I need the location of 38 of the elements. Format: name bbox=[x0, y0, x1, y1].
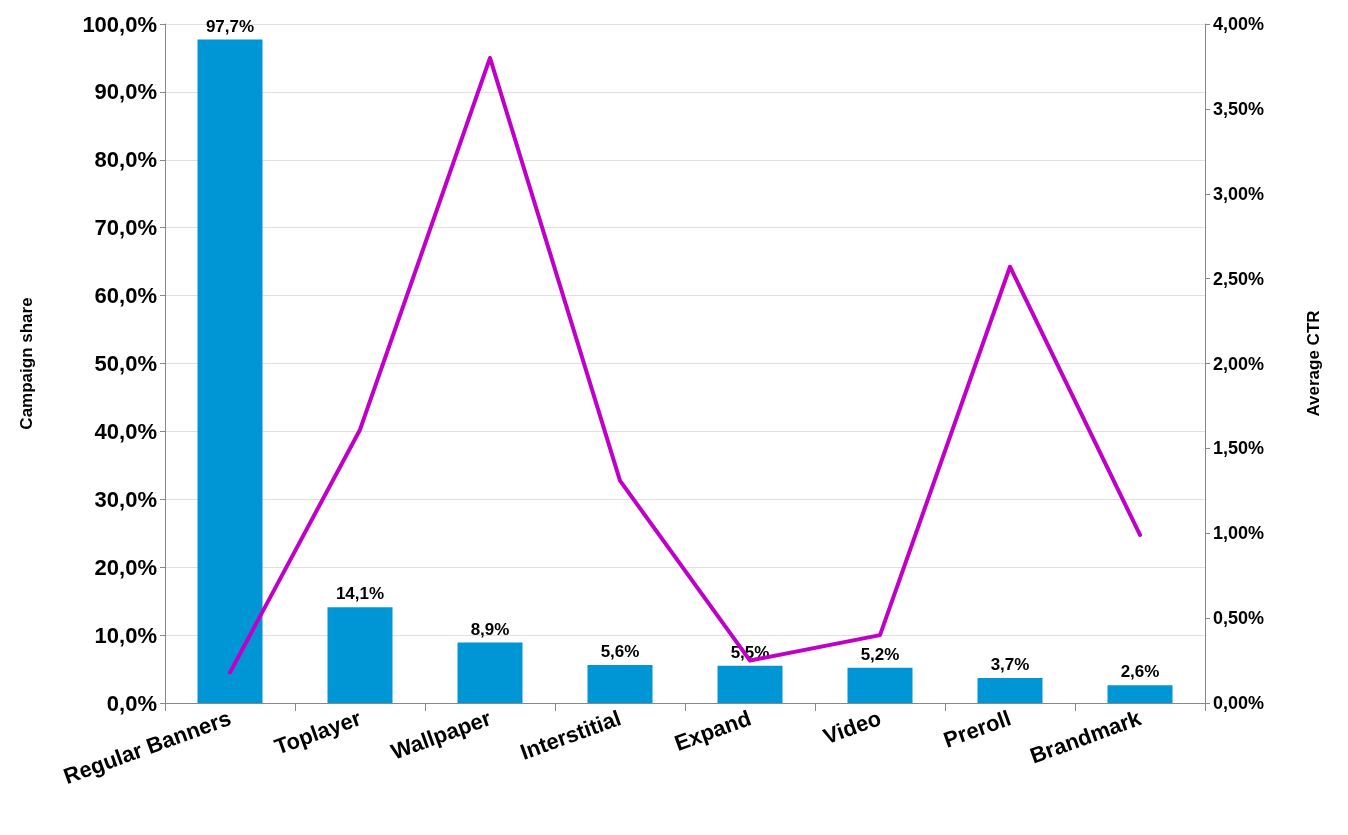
y-tick-label: 0,0% bbox=[106, 690, 157, 716]
y-axis-title: Campaign share bbox=[17, 297, 36, 430]
y2-tick-label: 1,50% bbox=[1213, 438, 1265, 459]
data-label: 2,6% bbox=[1120, 662, 1160, 682]
bar bbox=[587, 664, 653, 703]
y2-tick-label: 0,00% bbox=[1213, 693, 1265, 713]
bar bbox=[1107, 685, 1173, 703]
y-tick-label: 30,0% bbox=[94, 486, 157, 512]
bar bbox=[977, 677, 1043, 703]
y-tick-label: 70,0% bbox=[94, 215, 157, 241]
y-tick-label: 80,0% bbox=[94, 147, 157, 173]
bar bbox=[717, 665, 783, 703]
data-label: 14,1% bbox=[335, 584, 385, 604]
bar bbox=[197, 39, 263, 703]
x-tick-label: Video bbox=[819, 705, 885, 750]
y-tick-label: 60,0% bbox=[94, 283, 157, 309]
data-label: 8,9% bbox=[470, 619, 510, 639]
y-tick-label: 90,0% bbox=[94, 79, 157, 105]
y2-tick-label: 3,00% bbox=[1213, 183, 1265, 204]
y2-tick-label: 0,50% bbox=[1213, 608, 1265, 629]
y2-axis-title: Average CTR bbox=[1304, 310, 1323, 417]
y2-tick-label: 2,50% bbox=[1213, 268, 1265, 289]
y-tick-label: 10,0% bbox=[94, 622, 157, 648]
y2-tick-label: 4,00% bbox=[1213, 14, 1265, 34]
y-tick-label: 100,0% bbox=[82, 11, 157, 37]
data-label: 5,2% bbox=[860, 644, 900, 664]
y-tick-label: 50,0% bbox=[94, 351, 157, 376]
y-tick-label: 20,0% bbox=[94, 554, 157, 580]
y2-tick-label: 2,00% bbox=[1213, 353, 1265, 374]
data-label: 3,7% bbox=[990, 654, 1030, 674]
bar bbox=[847, 667, 913, 703]
y2-tick-label: 3,50% bbox=[1213, 98, 1265, 119]
bar bbox=[327, 607, 393, 703]
y-tick-label: 40,0% bbox=[94, 418, 157, 444]
data-label: 97,7% bbox=[205, 16, 255, 36]
data-label: 5,6% bbox=[600, 641, 640, 661]
bar bbox=[457, 642, 523, 703]
y2-tick-label: 1,00% bbox=[1213, 523, 1265, 544]
